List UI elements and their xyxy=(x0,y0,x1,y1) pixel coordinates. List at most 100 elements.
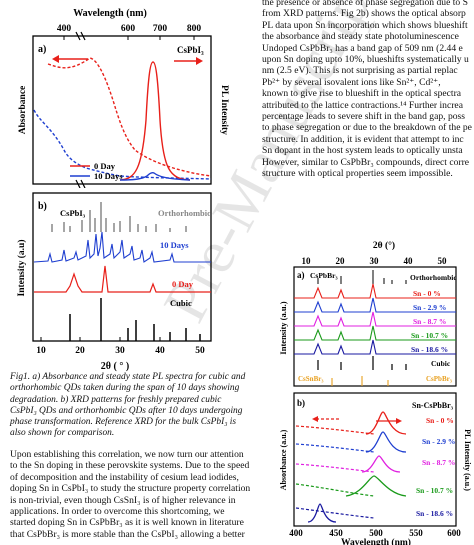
fig2b-series-label: Sn - 8.7 % xyxy=(422,458,455,467)
fig1a-frame xyxy=(32,35,212,185)
fig1b-xtick: 30 xyxy=(115,346,125,356)
fig2a-xlabel: 2θ (°) xyxy=(373,240,395,251)
fig1b-10days-pattern xyxy=(33,231,211,263)
text-line: doping Sn in CsPbI₃ to study the structu… xyxy=(10,483,251,495)
fig1a-xtick: 800 xyxy=(187,24,202,34)
fig1a-panel-label: a) xyxy=(38,44,46,55)
fig1a-xlabel: Wavelength (nm) xyxy=(73,8,147,19)
fig1b-ortho-sticks xyxy=(51,202,187,232)
fig1b-xtick: 50 xyxy=(195,346,205,356)
fig1a-ylabel-right: PL Intensity xyxy=(219,85,229,135)
figure-2a: 2θ (°) 10 20 30 40 50 a) CsPbBr₃ Orthorh… xyxy=(278,240,457,387)
text-line: PL data upon Sn incorporation which show… xyxy=(262,19,468,31)
fig2b-xtick: 450 xyxy=(329,528,343,538)
text-line: the absorbance and steady state photolum… xyxy=(262,31,459,43)
fig2b-panel-label: b) xyxy=(297,398,305,408)
fig2b-xtick: 400 xyxy=(289,528,303,538)
fig2b-frame xyxy=(293,392,457,527)
fig2a-cubic: Cubic xyxy=(431,359,451,368)
fig1-caption: Fig1. a) Absorbance and steady state PL … xyxy=(10,372,258,440)
fig2b-xlabel: Wavelength (nm) xyxy=(341,537,411,545)
fig2a-xtick: 50 xyxy=(438,256,448,266)
fig2a-top-label: CsPbBr₃ xyxy=(310,271,338,280)
fig1b-compound: CsPbI₃ xyxy=(60,208,86,218)
left-arrow-icon xyxy=(52,55,88,63)
fig1b-0day-pattern xyxy=(34,265,211,293)
fig1b-xtick: 40 xyxy=(155,346,165,356)
fig2b-series-label: Sn - 0 % xyxy=(426,416,454,425)
left-arrow-icon xyxy=(312,416,340,422)
fig1b-xtick: 10 xyxy=(36,346,46,356)
fig1b-frame xyxy=(32,192,212,342)
fig2a-xtick: 10 xyxy=(302,256,312,266)
text-line: structure with optical properties seem i… xyxy=(262,168,453,180)
text-line: percentage leads to severe shift in the … xyxy=(262,111,466,123)
fig2a-xtick: 30 xyxy=(370,256,380,266)
text-line: known to give rise to blueshift in the o… xyxy=(262,88,462,100)
fig2a-bottom-left: CsSnBr₃ xyxy=(298,375,323,383)
text-line: Upon establishing this correlation, we n… xyxy=(10,449,244,460)
fig2a-pattern-3 xyxy=(294,325,456,341)
fig1a-xtick: 600 xyxy=(121,24,136,34)
curve-day10-pl xyxy=(119,171,191,181)
text-line: the presence or absence of phase segrega… xyxy=(262,0,468,8)
fig1b-cubic-sticks xyxy=(69,298,201,341)
fig1b-xtick: 20 xyxy=(75,346,85,356)
text-line: to the Sn doping in these perovskite sys… xyxy=(10,460,250,472)
caption-line: orthorhombic QDs taken during the span o… xyxy=(10,383,240,394)
fig2a-xtick: 40 xyxy=(404,256,414,266)
fig1b-panel-label: b) xyxy=(38,201,47,212)
text-line: is non-trivial, even though CsSnI₃ is of… xyxy=(10,494,236,506)
fig1a-xtick: 700 xyxy=(153,24,168,34)
fig2a-series-label: Sn - 18.6 % xyxy=(411,345,448,354)
fig2a-series-label: Sn - 0 % xyxy=(413,289,441,298)
text-line: Undoped CsPbBr₃ has a band gap of 509 nm… xyxy=(262,42,463,54)
text-line: that CsPbBr₃ is more stable than the CsP… xyxy=(10,528,245,540)
fig1b-10days-label: 10 Days xyxy=(160,240,189,250)
figure-2b: b) Sn-CsPbBr₃ Sn - 0 % Sn - 2.9 % Sn - 8… xyxy=(279,392,472,545)
fig1a-xtick: 400 xyxy=(57,24,72,34)
fig1b-cubic-label: Cubic xyxy=(170,298,192,308)
fig1b-xlabel: 2θ ( ° ) xyxy=(101,361,129,372)
legend-day0: 0 Day xyxy=(94,161,116,171)
fig1b-0day-label: 0 Day xyxy=(172,279,194,289)
curve-day0-pl xyxy=(119,61,191,181)
caption-line: phase transformation. Reference XRD for … xyxy=(10,417,237,428)
caption-line: degradation. b) XRD patterns for freshly… xyxy=(10,394,222,405)
fig2b-xtick: 550 xyxy=(409,528,423,538)
text-line: Sn dopant in the host system leads to op… xyxy=(262,145,463,157)
text-line: Pb²⁺ by several isovalent ions like Sn²⁺… xyxy=(262,76,441,88)
fig2a-cssnbr-sticks xyxy=(331,376,389,386)
text-line: However, similar to CsPbBr₃ compounds, d… xyxy=(262,156,470,168)
fig2a-series-label: Sn - 8.7 % xyxy=(413,317,446,326)
text-line: structure. In addition, it is evident th… xyxy=(262,133,464,145)
text-line: of decomposition and the instability of … xyxy=(10,471,239,483)
fig1b-ortho-label: Orthorhombic xyxy=(158,208,211,218)
curve-day0-absorbance xyxy=(47,57,212,177)
caption-line: CsPbI₃ QDs and orthorhombic QDs after 10… xyxy=(10,405,243,416)
fig2b-title: Sn-CsPbBr₃ xyxy=(412,401,454,410)
fig2b-series-label: Sn - 18.6 % xyxy=(416,509,453,518)
fig2b-ylabel-left: Absorbance (a.u.) xyxy=(279,429,288,490)
fig2b-xtick: 600 xyxy=(447,528,461,538)
right-arrow-icon xyxy=(376,418,402,424)
fig2a-pattern-0 xyxy=(294,283,456,299)
fig2a-series-label: Sn - 2.9 % xyxy=(413,303,446,312)
fig2a-xtick: 20 xyxy=(336,256,346,266)
fig1a-compound: CsPbI₃ xyxy=(177,45,204,55)
fig2a-ortho: Orthorhombic xyxy=(410,273,457,282)
figure-1b: b) CsPbI₃ Orthorhombic 10 Days 0 Day Cub… xyxy=(16,192,212,372)
body-text-left: Upon establishing this correlation, we n… xyxy=(10,449,258,540)
fig2a-bottom-right: CsPbBr₃ xyxy=(426,375,452,383)
right-arrow-icon xyxy=(174,57,203,65)
fig1a-ylabel-left: Absorbance xyxy=(18,86,28,135)
fig2b-series-label: Sn - 10.7 % xyxy=(416,486,453,495)
text-line: started doping Sn in CsPbBr₃ as it is we… xyxy=(10,517,244,529)
right-column-text: the presence or absence of phase segrega… xyxy=(262,0,474,180)
figure-1a: Wavelength (nm) 400 600 700 800 a) CsPbI… xyxy=(18,8,229,188)
caption-line: Fig1. a) Absorbance and steady state PL … xyxy=(10,372,246,382)
text-line: upon Sn doping upto 10%, blueshifts syst… xyxy=(262,54,469,66)
fig2a-pattern-1 xyxy=(294,297,456,313)
axis-break-icon xyxy=(75,31,86,188)
fig1b-ylabel: Intensity (a.u) xyxy=(16,239,27,296)
